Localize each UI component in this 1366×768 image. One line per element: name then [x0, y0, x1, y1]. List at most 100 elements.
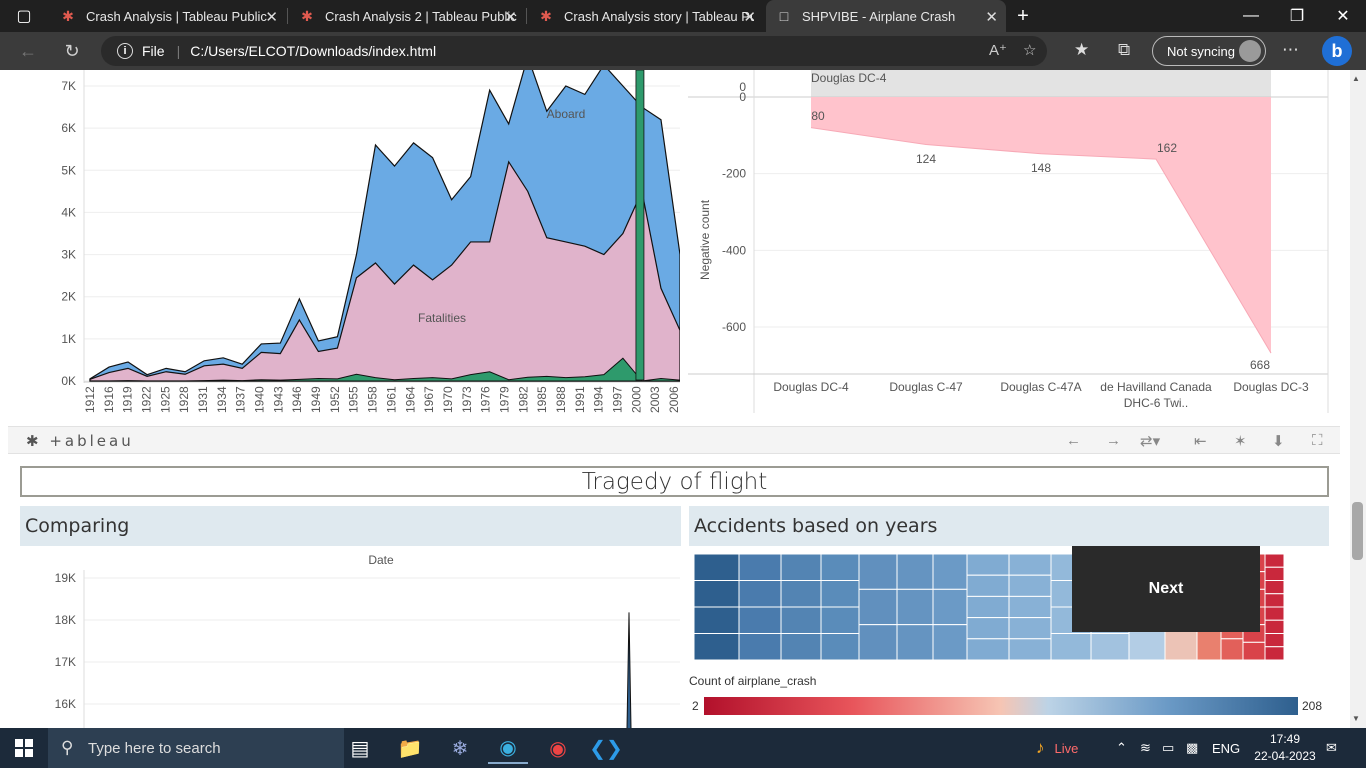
redo-icon[interactable]: → [1106, 432, 1121, 449]
file-scheme-label: File [142, 43, 165, 59]
display-icon[interactable]: ▩ [1186, 728, 1198, 768]
negative-count-area-chart: Douglas DC-400-200-400-600Negative count… [688, 70, 1328, 413]
clock-date: 22-04-2023 [1250, 748, 1320, 765]
reset-icon[interactable]: ⇤ [1194, 432, 1207, 450]
close-icon[interactable]: ✕ [265, 8, 278, 26]
tab-label: SHPVIBE - Airplane Crash [802, 9, 955, 24]
treemap-cell [821, 634, 859, 661]
language-indicator[interactable]: ENG [1212, 728, 1240, 768]
treemap-cell [739, 634, 781, 661]
series-label-fatalities: Fatalities [418, 311, 466, 325]
new-tab-icon[interactable]: + [1000, 0, 1046, 32]
x-tick-label: 1985 [535, 386, 549, 413]
tab-crash-analysis-2[interactable]: ✱ Crash Analysis 2 | Tableau Public ✕ [289, 0, 525, 32]
treemap-cell [967, 618, 1009, 639]
x-tick-label: 1952 [328, 386, 342, 413]
y-tick-label: 17K [55, 655, 76, 669]
edge-icon[interactable]: ◉ [488, 732, 528, 764]
revert-icon[interactable]: ⇄▾ [1140, 432, 1160, 450]
read-aloud-icon[interactable]: A⁺ [989, 41, 1007, 59]
search-placeholder: Type here to search [88, 740, 221, 757]
sync-label: Not syncing [1167, 44, 1235, 59]
scroll-thumb[interactable] [1352, 502, 1363, 560]
scroll-up-icon[interactable]: ▲ [1352, 74, 1360, 83]
undo-icon[interactable]: ← [1066, 432, 1081, 449]
vscode-icon[interactable]: ❮❯ [586, 732, 626, 764]
battery-icon[interactable]: ▭ [1162, 728, 1174, 768]
network-icon[interactable]: ≋ [1140, 728, 1151, 768]
minimize-icon[interactable]: — [1228, 0, 1274, 32]
treemap-cell [859, 554, 897, 589]
profile-sync-button[interactable]: Not syncing [1152, 36, 1266, 66]
data-label: 80 [811, 109, 825, 123]
x-tick-label: 1934 [215, 386, 229, 413]
task-view-icon[interactable]: ▤ [340, 732, 380, 764]
live-indicator[interactable]: ♪ Live [1036, 728, 1078, 768]
treemap-cell [694, 581, 739, 608]
info-icon[interactable]: i [117, 43, 133, 59]
search-icon: ⚲ [61, 738, 73, 758]
file-explorer-icon[interactable]: 📁 [390, 732, 430, 764]
green-spike-mark [636, 70, 644, 380]
fullscreen-icon[interactable]: ⛶ [1312, 432, 1323, 449]
x-tick-label: 1961 [384, 386, 398, 413]
x-tick-label: 1912 [83, 386, 97, 413]
x-tick-label: 1919 [121, 386, 135, 413]
x-tick-label: Douglas DC-3 [1233, 380, 1309, 394]
page-scrollbar[interactable] [1350, 70, 1366, 728]
treemap-cell [897, 589, 933, 624]
window-close-icon[interactable]: ✕ [1320, 0, 1366, 32]
treemap-cell [1009, 554, 1051, 575]
y-tick-label: 4K [61, 205, 76, 219]
windows-start-icon[interactable] [0, 728, 48, 768]
tab-crash-analysis-story[interactable]: ✱ Crash Analysis story | Tableau Pul ✕ [528, 0, 764, 32]
url-field[interactable]: i File | C:/Users/ELCOT/Downloads/index.… [101, 36, 1047, 66]
tableau-icon: ✱ [538, 8, 554, 24]
y-tick-label: 3K [61, 248, 76, 262]
y-tick-label: 6K [61, 121, 76, 135]
bing-chat-icon[interactable]: b [1322, 36, 1352, 66]
close-icon[interactable]: ✕ [504, 8, 517, 26]
close-icon[interactable]: ✕ [985, 8, 998, 26]
back-icon[interactable]: ← [13, 36, 43, 66]
tableau-toolbar: ✱ +ableau ← → ⇄▾ ⇤ ✶ ⬇ ⛶ [8, 426, 1340, 454]
tab-label: Crash Analysis story | Tableau Pul [564, 9, 754, 24]
x-tick-label: 1979 [497, 386, 511, 413]
chrome-icon[interactable]: ◉ [538, 732, 578, 764]
data-label: 148 [1031, 161, 1051, 175]
treemap-cell [1265, 567, 1284, 580]
add-favorite-icon[interactable]: ☆ [1023, 41, 1036, 59]
tray-chevron-icon[interactable]: ⌃ [1116, 728, 1127, 768]
share-icon[interactable]: ✶ [1234, 432, 1247, 450]
x-tick-label: 2000 [629, 386, 643, 413]
taskbar-search-field[interactable]: ⚲ Type here to search [48, 728, 344, 768]
clock[interactable]: 17:49 22-04-2023 [1250, 731, 1320, 765]
accidents-panel-title: Accidents based on years [689, 506, 1329, 546]
close-icon[interactable]: ✕ [743, 8, 756, 26]
tab-crash-analysis[interactable]: ✱ Crash Analysis | Tableau Public ✕ [50, 0, 286, 32]
snipping-tool-icon[interactable]: ❄ [440, 732, 480, 764]
treemap-cell [897, 554, 933, 589]
favorites-icon[interactable]: ★ [1074, 40, 1089, 60]
treemap-cell [821, 581, 859, 608]
treemap-cell [781, 554, 821, 581]
restore-icon[interactable]: ❐ [1274, 0, 1320, 32]
collections-icon[interactable]: ⧉ [1118, 40, 1130, 60]
treemap-cell [1265, 647, 1284, 660]
tab-shpvibe[interactable]: □ SHPVIBE - Airplane Crash ✕ [766, 0, 1006, 32]
tab-actions-icon[interactable]: ▢ [4, 0, 44, 32]
notifications-icon[interactable]: ✉ [1326, 728, 1337, 768]
treemap-cell [821, 607, 859, 634]
download-icon[interactable]: ⬇ [1272, 432, 1285, 450]
y-tick-label: 7K [61, 79, 76, 93]
x-tick-label: 1937 [234, 386, 248, 413]
y-tick-label: 1K [61, 332, 76, 346]
legend-max: 208 [1302, 699, 1322, 713]
x-tick-label: 2003 [648, 386, 662, 413]
treemap-cell [1265, 594, 1284, 607]
more-menu-icon[interactable]: ⋯ [1282, 40, 1299, 60]
x-tick-label: 1943 [271, 386, 285, 413]
refresh-icon[interactable]: ↻ [57, 36, 87, 66]
scroll-down-icon[interactable]: ▼ [1352, 714, 1360, 723]
next-button[interactable]: Next [1072, 546, 1260, 632]
